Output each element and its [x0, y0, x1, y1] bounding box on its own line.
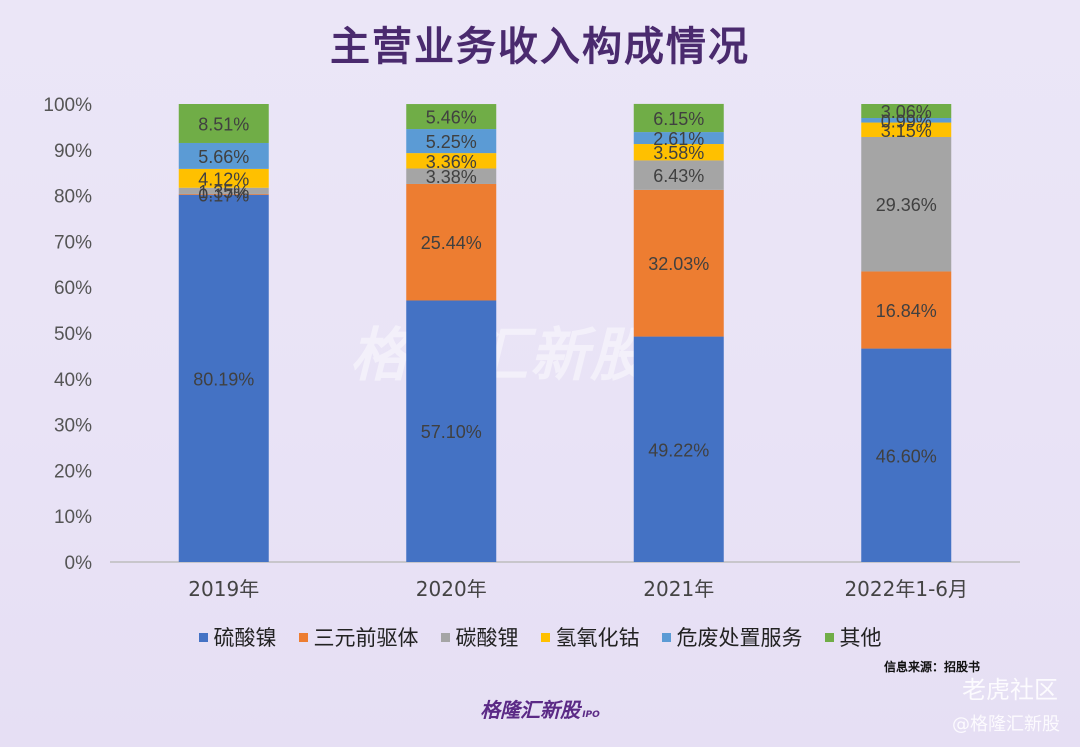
legend-item: 氢氧化钴 — [540, 622, 640, 652]
brand-logo-text: 格隆汇新股 — [480, 698, 581, 722]
data-label: 1.35% — [198, 182, 249, 202]
bar-segment — [633, 103, 724, 133]
data-label: 5.66% — [198, 147, 249, 167]
brand-logo: 格隆汇新股 IPO — [0, 694, 1080, 723]
y-tick-label: 10% — [54, 507, 92, 528]
bar-segment — [406, 129, 497, 154]
legend-item: 三元前驱体 — [298, 622, 419, 652]
legend-swatch — [440, 632, 450, 642]
legend-item: 其他 — [824, 622, 882, 652]
y-tick-label: 20% — [54, 461, 92, 482]
x-tick-label: 2022年1-6月 — [844, 577, 968, 601]
y-tick-label: 60% — [54, 278, 92, 299]
data-label: 16.84% — [876, 301, 937, 321]
data-label: 3.38% — [426, 167, 477, 187]
data-label: 49.22% — [648, 440, 709, 460]
data-label: 5.25% — [426, 132, 477, 152]
y-tick-label: 100% — [43, 95, 92, 116]
y-tick-label: 30% — [54, 416, 92, 437]
bar-segment — [861, 122, 952, 137]
bar-segment — [633, 336, 724, 562]
bar-segment — [406, 183, 497, 301]
bar-segment — [633, 160, 724, 190]
brand-logo-suffix: IPO — [582, 710, 600, 720]
bar-segment — [178, 104, 269, 143]
data-label: 0.99% — [881, 111, 932, 131]
bar-segment — [633, 189, 724, 337]
bar-segment — [178, 194, 269, 562]
bar-segment — [406, 104, 497, 130]
legend-label: 其他 — [839, 626, 882, 650]
bar-segment — [633, 144, 724, 161]
y-tick-label: 70% — [54, 232, 92, 253]
data-label: 25.44% — [421, 233, 482, 253]
legend-label: 危废处置服务 — [676, 626, 803, 650]
data-label: 46.60% — [876, 446, 937, 466]
legend-label: 硫酸镍 — [213, 626, 277, 650]
data-label: 4.12% — [198, 169, 249, 189]
data-label: 80.19% — [193, 369, 254, 389]
data-label: 32.03% — [648, 254, 709, 274]
bar-segment — [178, 168, 269, 188]
data-label: 5.46% — [426, 108, 477, 128]
legend-item: 硫酸镍 — [198, 622, 277, 652]
legend-item: 危废处置服务 — [661, 622, 803, 652]
legend-swatch — [198, 632, 208, 642]
chart-legend: 硫酸镍 三元前驱体 碳酸锂 氢氧化钴 危废处置服务 其他 — [0, 622, 1080, 652]
data-label: 57.10% — [421, 422, 482, 442]
data-label: 6.43% — [653, 166, 704, 186]
source-note: 信息来源：招股书 — [883, 660, 980, 674]
bar-segment — [861, 104, 952, 119]
bar-segment — [633, 132, 724, 145]
x-tick-label: 2020年 — [416, 577, 487, 601]
data-label: 8.51% — [198, 114, 249, 134]
y-tick-label: 0% — [65, 553, 93, 574]
data-label: 3.15% — [881, 121, 932, 141]
data-label: 0.17% — [198, 185, 249, 205]
bar-segment — [178, 187, 269, 194]
data-label: 2.61% — [653, 129, 704, 149]
bar-segment — [406, 300, 497, 562]
legend-item: 碳酸锂 — [440, 622, 519, 652]
legend-swatch — [298, 632, 308, 642]
corner-watermark-handle: @格隆汇新股 — [952, 714, 1060, 735]
y-tick-label: 50% — [54, 324, 92, 345]
bar-segment — [406, 168, 497, 184]
bar-segment — [861, 348, 952, 562]
corner-watermark: 老虎社区 — [962, 676, 1058, 704]
bar-segment — [861, 136, 952, 272]
data-label: 6.15% — [653, 109, 704, 129]
legend-swatch — [540, 632, 550, 642]
y-tick-label: 80% — [54, 187, 92, 208]
data-label: 3.58% — [653, 143, 704, 163]
y-tick-label: 40% — [54, 370, 92, 391]
legend-label: 碳酸锂 — [455, 626, 519, 650]
legend-swatch — [824, 632, 834, 642]
bar-segment — [861, 118, 952, 123]
stacked-bar-chart: 0% 10% 20% 30% 40% 50% 60% 70% 80% 90% 100% 80.19% 0… — [43, 95, 1020, 601]
bar-segment — [406, 153, 497, 169]
chart-title: 主营业务收入构成情况 — [330, 24, 750, 70]
data-label: 3.36% — [426, 152, 477, 172]
bar-segment — [861, 271, 952, 349]
data-label: 29.36% — [876, 195, 937, 215]
x-tick-label: 2019年 — [188, 577, 259, 601]
legend-label: 三元前驱体 — [313, 626, 419, 650]
x-tick-label: 2021年 — [643, 577, 714, 601]
y-tick-label: 90% — [54, 141, 92, 162]
data-label: 3.06% — [881, 102, 932, 122]
bar-segment — [178, 142, 269, 169]
legend-label: 氢氧化钴 — [555, 626, 640, 650]
legend-swatch — [661, 632, 671, 642]
bar-segment — [178, 193, 269, 195]
